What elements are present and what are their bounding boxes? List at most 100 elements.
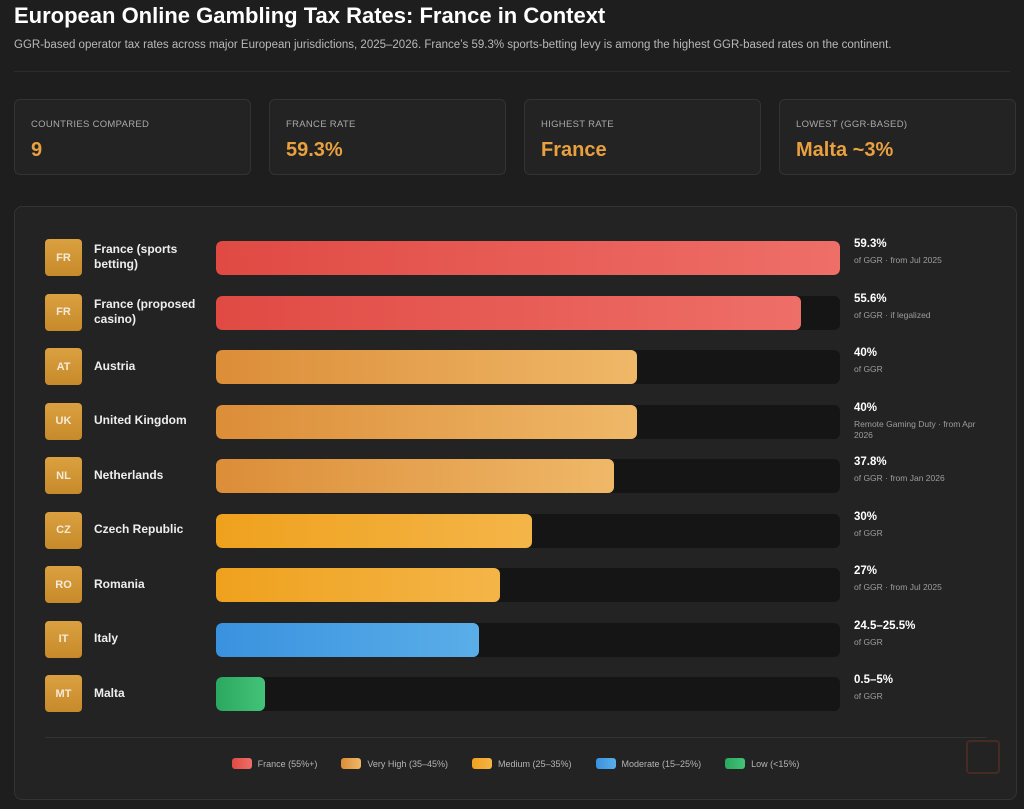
rate-note: of GGR · if legalized [854,309,931,320]
bar [216,622,479,657]
country-label: France (proposed casino) [94,296,196,326]
legend-item: Low (<15%) [725,758,799,769]
stat-value: Malta ~3% [796,139,894,161]
country-label: France (sports betting) [94,242,178,271]
country-code-badge: CZ [45,511,82,549]
page-subtitle: GGR-based operator tax rates across majo… [14,39,892,51]
rate-note: of GGR · from Jul 2025 [854,582,942,592]
watermark-logo-icon [966,740,1000,774]
stat-label: COUNTRIES COMPARED [31,119,150,130]
bar [216,241,840,275]
country-code-badge: MT [45,675,82,712]
stat-card-highest-rate: HIGHEST RATE France [524,99,761,175]
rate-label: 37.8% [854,456,887,468]
stat-label: LOWEST (GGR-BASED) [796,119,908,130]
rate-note: of GGR [854,691,883,701]
stat-card-countries: COUNTRIES COMPARED 9 [14,99,251,175]
country-label: Netherlands [94,467,164,482]
bar [216,350,637,384]
stat-label: FRANCE RATE [286,119,356,130]
rate-label: 55.6% [854,292,887,305]
bar-row: NL Netherlands 37.8% of GGR · from Jan 2026 [15,456,1016,494]
bar-track [216,241,840,275]
rate-label: 40% [854,401,878,414]
legend-label: Low (<15%) [751,758,800,769]
stat-label: HIGHEST RATE [541,119,614,130]
bar-track [216,568,840,602]
bar-row: FR France (proposed casino) 55.6% of GGR · … [15,293,1016,331]
legend-item: Very High (35–45%) [341,758,448,769]
country-label: Italy [94,631,119,645]
bar [216,568,500,602]
bar [216,459,614,493]
stat-value: 9 [31,139,43,161]
bar-track [216,350,840,384]
chart-panel: FR France (sports betting) 59.3% of GGR · f… [14,206,1017,800]
legend-label: Medium (25–35%) [497,758,572,769]
legend-swatch [231,758,252,769]
legend-label: Moderate (15–25%) [621,758,702,769]
bar-track [216,513,840,548]
stat-cards: COUNTRIES COMPARED 9 FRANCE RATE 59.3% H… [14,99,1017,177]
legend-label: France (55%+) [257,758,318,769]
bar-track [216,677,840,711]
bar-track [216,295,840,330]
rate-note: of GGR · from Jul 2025 [854,255,942,265]
legend-divider [45,737,986,738]
legend-swatch [725,758,746,769]
bar-track [216,622,840,657]
rate-label: 59.3% [854,238,887,250]
legend-swatch [341,758,362,769]
rate-label: 0.5–5% [854,674,894,686]
country-code-badge: RO [45,566,82,603]
bar [216,295,801,330]
bar [216,404,637,439]
bar-row: IT Italy 24.5–25.5% of GGR [15,620,1016,658]
country-code-badge: NL [45,457,82,494]
legend-item: France (55%+) [231,758,318,769]
country-code-badge: IT [45,620,82,658]
rate-note: of GGR [854,364,883,374]
country-label: Romania [94,576,145,591]
bar-track [216,459,840,493]
country-label: United Kingdom [94,413,187,427]
chart-legend: France (55%+) Very High (35–45%) Medium (2… [15,758,1016,769]
bar-row: FR France (sports betting) 59.3% of GGR · f… [15,238,1016,276]
rate-label: 40% [854,347,878,359]
rate-note: Remote Gaming Duty · from Apr 2026 [854,418,976,440]
watermark [952,740,1014,778]
country-code-badge: UK [45,402,82,440]
country-label: Czech Republic [94,522,184,536]
legend-item: Moderate (15–25%) [595,758,702,769]
bar-row: CZ Czech Republic 30% of GGR [15,511,1016,549]
header-divider [14,71,1010,72]
bar [216,513,532,548]
country-code-badge: FR [45,239,82,276]
country-label: Malta [94,685,125,700]
rate-label: 24.5–25.5% [854,619,916,632]
legend-swatch [471,758,492,769]
stat-card-france-rate: FRANCE RATE 59.3% [269,99,506,175]
country-label: Austria [94,358,136,373]
stat-value: France [541,139,607,161]
page-title: European Online Gambling Tax Rates: Fran… [14,3,606,28]
bar [216,677,265,711]
legend-swatch [595,758,616,769]
rate-label: 27% [854,565,878,577]
rate-label: 30% [854,510,878,523]
bar-row: AT Austria 40% of GGR [15,347,1016,385]
bar-row: UK United Kingdom 40% Remote Gaming Duty · … [15,402,1016,440]
rate-note: of GGR [854,527,883,538]
country-code-badge: AT [45,348,82,385]
header: European Online Gambling Tax Rates: Fran… [14,4,1010,52]
legend-label: Very High (35–45%) [367,758,448,769]
bar-row: MT Malta 0.5–5% of GGR [15,674,1016,712]
stat-value: 59.3% [286,139,343,161]
bar-row: RO Romania 27% of GGR · from Jul 2025 [15,565,1016,603]
rate-note: of GGR [854,636,883,647]
stat-card-lowest-rate: LOWEST (GGR-BASED) Malta ~3% [779,99,1016,175]
bar-track [216,404,840,439]
legend-item: Medium (25–35%) [471,758,572,769]
country-code-badge: FR [45,293,82,331]
rate-note: of GGR · from Jan 2026 [854,473,945,483]
